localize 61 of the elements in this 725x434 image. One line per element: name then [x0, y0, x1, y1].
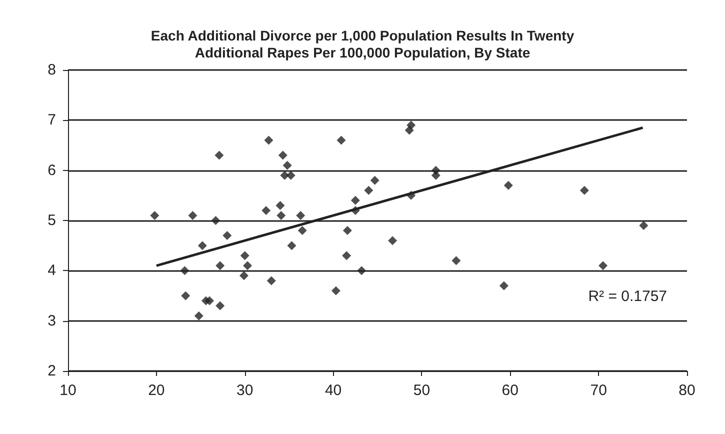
point: [222, 231, 232, 240]
x-tick-label: 60: [502, 382, 518, 399]
annotation: R² = 0.1757: [588, 288, 668, 305]
point: [499, 281, 508, 290]
x-tick-label: 10: [60, 382, 76, 399]
point: [198, 241, 207, 250]
y-tick-label: 6: [48, 162, 56, 179]
x-tick-label: 20: [148, 382, 165, 399]
x-tick-label: 70: [590, 382, 607, 399]
y-tick-label: 5: [48, 212, 56, 229]
x-tick-label: 30: [236, 382, 254, 399]
point: [181, 291, 190, 300]
x-tick-label: 80: [678, 382, 696, 399]
point: [240, 251, 250, 260]
point: [216, 301, 225, 310]
point: [598, 261, 608, 270]
point: [406, 120, 416, 130]
y-tick-label: 3: [48, 312, 56, 330]
x-tick-label: 50: [413, 382, 430, 399]
chart-title: Each Additional Divorce per 1,000 Population Results In Twenty Additional Rapes Per 100,000 Population, By State: [150, 28, 574, 60]
x-tick-label: 40: [324, 382, 342, 399]
point: [336, 136, 346, 145]
point: [266, 276, 276, 286]
y-tick-label: 7: [48, 112, 56, 129]
point: [580, 186, 589, 195]
y-tick-label: 4: [48, 262, 56, 280]
point: [296, 210, 306, 220]
point: [204, 296, 214, 306]
point: [280, 170, 290, 180]
point: [262, 206, 271, 215]
point: [287, 241, 296, 250]
point: [357, 266, 366, 276]
point: [370, 176, 380, 185]
point: [350, 196, 360, 205]
point: [639, 221, 648, 230]
point: [431, 170, 440, 180]
point: [243, 261, 252, 270]
point: [342, 226, 352, 236]
point: [239, 271, 248, 280]
point: [276, 210, 286, 220]
point: [504, 180, 513, 190]
point: [211, 216, 220, 225]
point: [282, 160, 292, 170]
point: [276, 200, 285, 210]
point: [452, 256, 461, 266]
y-tick-label: 8: [48, 62, 56, 78]
point: [331, 286, 340, 296]
point: [216, 261, 225, 270]
point: [180, 266, 190, 276]
point: [264, 136, 274, 145]
point: [364, 186, 374, 195]
point: [278, 150, 288, 160]
point: [286, 170, 296, 180]
point: [298, 226, 307, 236]
point: [214, 150, 224, 160]
point: [150, 210, 160, 220]
point: [194, 311, 204, 320]
y-tick-label: 2: [48, 362, 56, 380]
point: [342, 251, 352, 260]
point: [388, 236, 398, 246]
point: [188, 210, 198, 220]
